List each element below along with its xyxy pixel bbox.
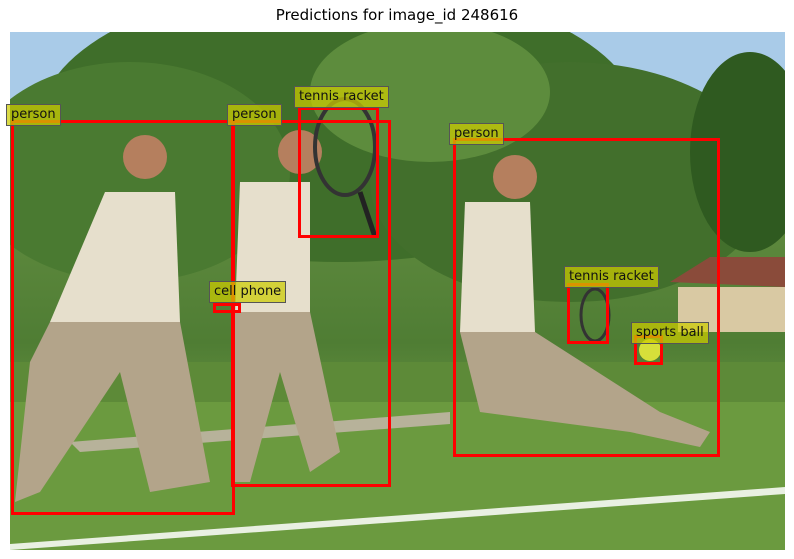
detection-label-person-1: person	[6, 104, 61, 126]
detection-label-tennis-racket-1: tennis racket	[294, 86, 389, 108]
detection-label-cell-phone: cell phone	[209, 281, 287, 303]
detection-box-tennis-racket-1	[298, 107, 379, 238]
detection-box-tennis-racket-2	[567, 283, 609, 344]
detection-box-person-3	[453, 138, 720, 457]
detection-label-sports-ball: sports ball	[631, 322, 709, 344]
photo-scene	[10, 32, 785, 550]
photo	[10, 32, 785, 550]
figure-title: Predictions for image_id 248616	[275, 6, 519, 24]
detection-box-person-1	[11, 120, 235, 515]
detection-label-tennis-racket-2: tennis racket	[564, 266, 659, 288]
detection-label-person-3: person	[449, 123, 504, 145]
detection-box-cell-phone	[213, 303, 241, 313]
detection-label-person-2: person	[227, 104, 282, 126]
